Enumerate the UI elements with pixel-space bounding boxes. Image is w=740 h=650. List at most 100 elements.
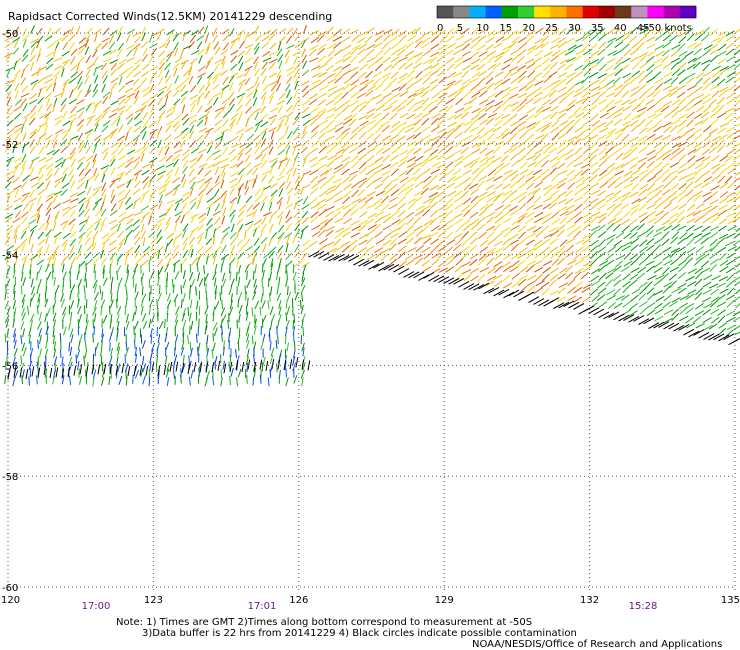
wind-barb bbox=[716, 294, 726, 301]
wind-barb bbox=[5, 225, 14, 232]
wind-barb bbox=[263, 29, 272, 36]
wind-barb bbox=[510, 120, 520, 127]
wind-barb bbox=[187, 306, 190, 317]
wind-barb bbox=[558, 49, 568, 56]
wind-barb bbox=[204, 25, 209, 34]
wind-barb bbox=[568, 301, 580, 309]
wind-barb bbox=[341, 127, 351, 135]
wind-barb bbox=[646, 203, 656, 210]
wind-barb bbox=[557, 41, 567, 49]
wind-barb bbox=[85, 68, 91, 77]
wind-barb bbox=[646, 64, 655, 72]
wind-barb bbox=[453, 175, 463, 182]
wind-barb bbox=[398, 56, 408, 63]
wind-barb bbox=[69, 328, 74, 338]
wind-barb bbox=[637, 157, 648, 163]
wind-barb bbox=[597, 231, 607, 238]
wind-barb bbox=[693, 225, 703, 232]
wind-barb bbox=[479, 119, 488, 126]
wind-barb bbox=[14, 123, 23, 128]
wind-barb bbox=[637, 196, 648, 203]
wind-barb bbox=[725, 98, 735, 105]
wind-barb bbox=[124, 87, 134, 93]
wind-barb bbox=[686, 141, 696, 148]
wind-barb bbox=[702, 105, 712, 113]
wind-barb bbox=[166, 50, 175, 58]
wind-barb bbox=[583, 138, 592, 147]
wind-barb bbox=[262, 50, 271, 57]
wind-barb bbox=[37, 188, 46, 196]
wind-barb bbox=[654, 44, 665, 51]
wind-barb bbox=[319, 181, 328, 190]
wind-barb bbox=[532, 174, 542, 182]
wind-barb bbox=[414, 257, 423, 266]
wind-barb bbox=[647, 183, 655, 191]
wind-barb bbox=[173, 263, 176, 273]
wind-barb bbox=[38, 311, 42, 321]
wind-barb bbox=[719, 259, 729, 267]
wind-barb bbox=[73, 365, 77, 376]
wind-barb bbox=[158, 42, 167, 49]
wind-barb bbox=[517, 147, 526, 155]
wind-barb bbox=[692, 56, 702, 63]
wind-barb bbox=[69, 151, 76, 160]
wind-barb bbox=[733, 195, 740, 202]
wind-barb bbox=[53, 47, 57, 57]
wind-barb bbox=[406, 156, 417, 163]
wind-barb bbox=[381, 147, 391, 155]
wind-barb bbox=[551, 132, 560, 141]
wind-barb bbox=[102, 277, 108, 286]
wind-barb bbox=[685, 276, 695, 282]
wind-barb bbox=[556, 229, 565, 238]
wind-barb bbox=[245, 195, 253, 204]
wind-barb bbox=[711, 76, 720, 84]
wind-barb bbox=[526, 47, 536, 55]
wind-barb bbox=[341, 168, 350, 176]
wind-barb bbox=[91, 364, 95, 375]
wind-barb bbox=[694, 267, 704, 275]
wind-barb bbox=[430, 168, 441, 175]
wind-barb bbox=[101, 376, 105, 386]
wind-barb bbox=[109, 319, 112, 329]
wind-barb bbox=[702, 316, 712, 324]
wind-barb bbox=[604, 140, 614, 147]
wind-barb bbox=[14, 132, 21, 141]
wind-barb bbox=[182, 242, 188, 252]
wind-barb bbox=[84, 89, 92, 98]
wind-barb bbox=[526, 260, 536, 267]
wind-barb bbox=[190, 320, 194, 330]
wind-barb bbox=[140, 305, 144, 316]
wind-barb bbox=[574, 258, 584, 266]
wind-barb bbox=[716, 112, 727, 119]
wind-barb bbox=[78, 203, 84, 212]
wind-barb bbox=[556, 182, 566, 189]
wind-barb bbox=[378, 264, 390, 272]
wind-barb bbox=[638, 169, 649, 176]
wind-barb bbox=[630, 90, 639, 98]
wind-barb bbox=[20, 238, 28, 246]
wind-barb bbox=[725, 76, 735, 84]
wind-barb bbox=[718, 233, 729, 240]
wind-barb bbox=[639, 174, 648, 182]
wind-barb bbox=[149, 146, 157, 154]
wind-barb bbox=[494, 167, 503, 176]
wind-barb bbox=[21, 299, 25, 309]
wind-barb bbox=[342, 44, 352, 51]
wind-barb bbox=[277, 354, 282, 364]
wind-barb bbox=[325, 210, 334, 218]
wind-barb bbox=[662, 149, 673, 156]
wind-barb bbox=[414, 173, 423, 182]
wind-barb bbox=[253, 362, 257, 373]
wind-barb bbox=[148, 231, 156, 239]
wind-barb bbox=[383, 47, 392, 56]
wind-barb bbox=[318, 131, 327, 140]
wind-barb bbox=[135, 172, 139, 182]
wind-barb bbox=[190, 84, 197, 93]
wind-barb bbox=[164, 243, 169, 253]
wind-barb bbox=[270, 189, 278, 197]
wind-barb bbox=[430, 117, 439, 126]
wind-barb bbox=[629, 163, 639, 170]
wind-barb bbox=[285, 368, 287, 378]
wind-barb bbox=[13, 249, 18, 258]
wind-barb bbox=[334, 121, 344, 128]
